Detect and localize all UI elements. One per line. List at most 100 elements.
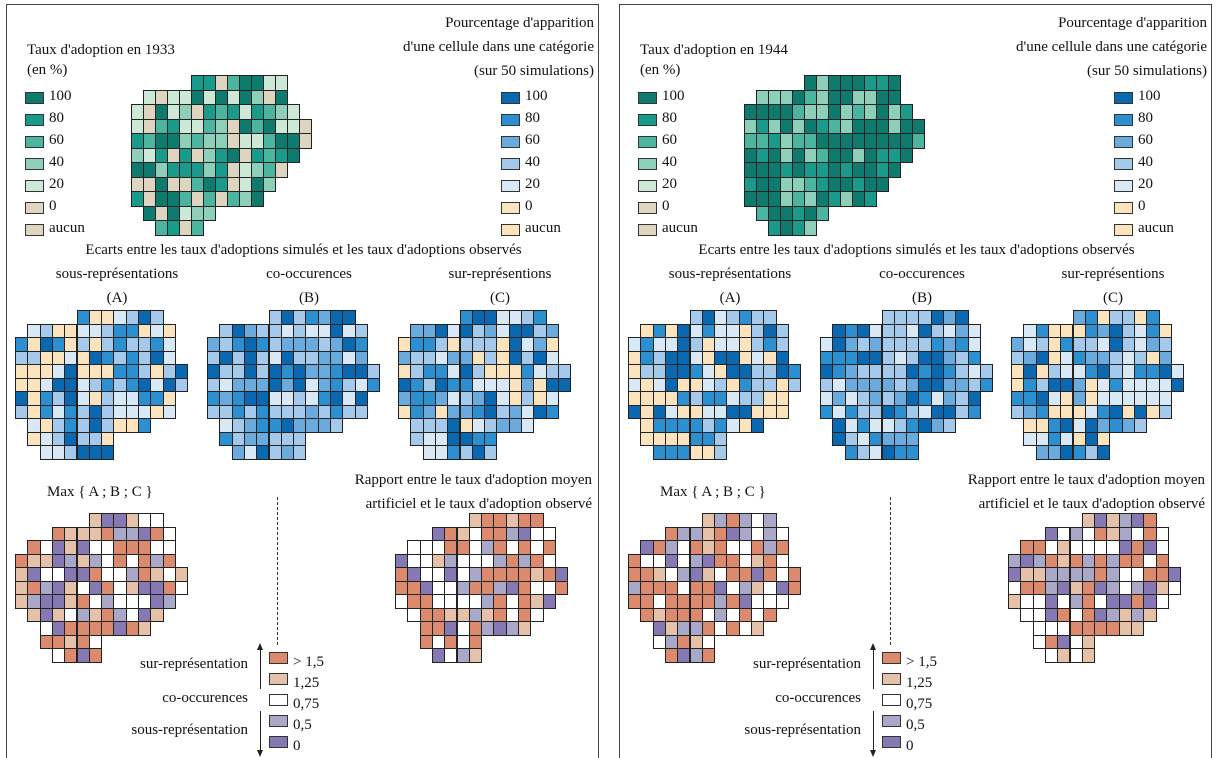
map-cell: [484, 404, 498, 419]
map-cell: [714, 337, 728, 352]
map-cell: [701, 377, 716, 392]
map-cell: [1081, 567, 1096, 582]
map-cell: [677, 323, 691, 338]
map-cell: [76, 391, 90, 406]
map-cell: [763, 553, 777, 568]
map-cell: [191, 220, 204, 236]
map-cell: [419, 594, 433, 609]
map-cell: [1081, 553, 1096, 568]
map-cell: [27, 431, 41, 446]
map-cell: [468, 594, 483, 609]
map-cell: [101, 350, 115, 365]
map-cell: [1047, 445, 1062, 460]
map-cell: [1008, 567, 1022, 582]
map-cell: [280, 310, 295, 325]
map-cell: [447, 377, 461, 392]
map-cell: [444, 580, 458, 595]
map-cell: [664, 445, 679, 460]
map-cell: [1084, 391, 1099, 406]
map-cell: [305, 323, 319, 338]
map-cell: [677, 391, 691, 406]
map-cell: [51, 350, 66, 365]
map-cell: [27, 364, 41, 379]
map-cell: [64, 404, 78, 419]
legend-swatch: [882, 694, 901, 706]
legend-swatch: [882, 673, 901, 685]
map-cell: [27, 607, 41, 622]
map-cell: [864, 191, 877, 207]
map-cell: [505, 567, 519, 582]
map-cell: [967, 377, 981, 392]
map-cell: [444, 594, 458, 609]
map-cell: [317, 391, 331, 406]
map-cell: [1047, 323, 1062, 338]
map-cell: [943, 350, 957, 365]
map-cell: [943, 377, 957, 392]
map-cell: [1047, 337, 1062, 352]
map-cell: [256, 350, 270, 365]
separator-dash: [277, 497, 278, 645]
map-cell: [263, 176, 276, 192]
map-cell: [900, 147, 913, 163]
map-cell: [76, 567, 90, 582]
percent-title-line-2: d'une cellule dans une catégorie: [1016, 39, 1207, 55]
map-cell: [1131, 621, 1145, 636]
map-cell: [542, 526, 556, 541]
map-cell: [1069, 594, 1083, 609]
map-cell: [714, 513, 728, 528]
map-cell: [518, 540, 532, 555]
map-cell: [493, 526, 507, 541]
map-cell: [1035, 418, 1049, 433]
map-cell: [804, 220, 817, 236]
map-cell: [1032, 567, 1046, 582]
map-cell: [64, 377, 78, 392]
map-cell: [1134, 404, 1148, 419]
map-cell: [1143, 526, 1157, 541]
map-cell: [1155, 567, 1169, 582]
map-cell: [468, 648, 483, 663]
map-cell: [542, 580, 556, 595]
map-cell: [444, 621, 458, 636]
map-cell: [1020, 540, 1034, 555]
map-cell: [138, 310, 152, 325]
map-cell: [1131, 526, 1145, 541]
over-label: sur-représentation: [140, 656, 248, 672]
legend-label: 0,5: [293, 717, 312, 733]
map-cell: [113, 526, 127, 541]
map-cell: [545, 337, 559, 352]
map-cell: [775, 553, 789, 568]
map-cell: [444, 526, 458, 541]
map-cell: [664, 580, 679, 595]
map-cell: [471, 391, 486, 406]
map-cell: [677, 540, 691, 555]
map-cell: [219, 431, 233, 446]
map-cell: [1121, 323, 1135, 338]
map-cell: [1158, 323, 1172, 338]
map-cell: [906, 350, 920, 365]
map-cell: [1146, 350, 1160, 365]
map-cell: [533, 310, 547, 325]
map-cell: [628, 364, 642, 379]
map-cell: [431, 567, 446, 582]
map-cell: [738, 310, 752, 325]
map-cell: [714, 526, 728, 541]
map-cell: [493, 553, 507, 568]
map-cell: [219, 364, 233, 379]
map-cell: [893, 337, 908, 352]
map-cell: [162, 350, 176, 365]
map-cell: [701, 553, 716, 568]
map-cell: [293, 377, 307, 392]
map-cell: [88, 391, 103, 406]
map-cell: [471, 323, 486, 338]
map-cell: [1035, 445, 1049, 460]
map-cell: [51, 391, 66, 406]
map-cell: [557, 377, 572, 392]
map-cell: [844, 445, 858, 460]
map-cell: [787, 580, 802, 595]
legend-swatch: [638, 158, 657, 170]
under-arrow: [257, 711, 263, 757]
map-cell: [1047, 404, 1062, 419]
map-cell: [456, 580, 470, 595]
map-cell: [1057, 607, 1071, 622]
map-cell: [881, 404, 895, 419]
